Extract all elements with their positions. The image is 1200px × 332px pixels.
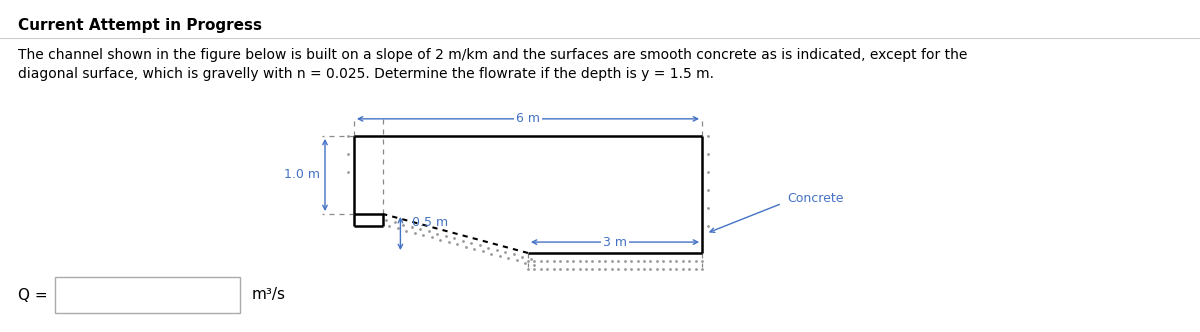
- Text: Concrete: Concrete: [787, 192, 844, 205]
- Text: 6 m: 6 m: [516, 112, 540, 125]
- Text: 3 m: 3 m: [604, 236, 628, 249]
- Text: The channel shown in the figure below is built on a slope of 2 m/km and the surf: The channel shown in the figure below is…: [18, 48, 967, 62]
- Text: 0.5 m: 0.5 m: [412, 215, 448, 228]
- Text: 1.0 m: 1.0 m: [284, 169, 320, 182]
- Text: Q =: Q =: [18, 288, 48, 302]
- Text: diagonal surface, which is gravelly with n = 0.025. Determine the flowrate if th: diagonal surface, which is gravelly with…: [18, 67, 714, 81]
- Bar: [55, 277, 240, 313]
- Text: m³/s: m³/s: [252, 288, 286, 302]
- Text: Current Attempt in Progress: Current Attempt in Progress: [18, 18, 262, 33]
